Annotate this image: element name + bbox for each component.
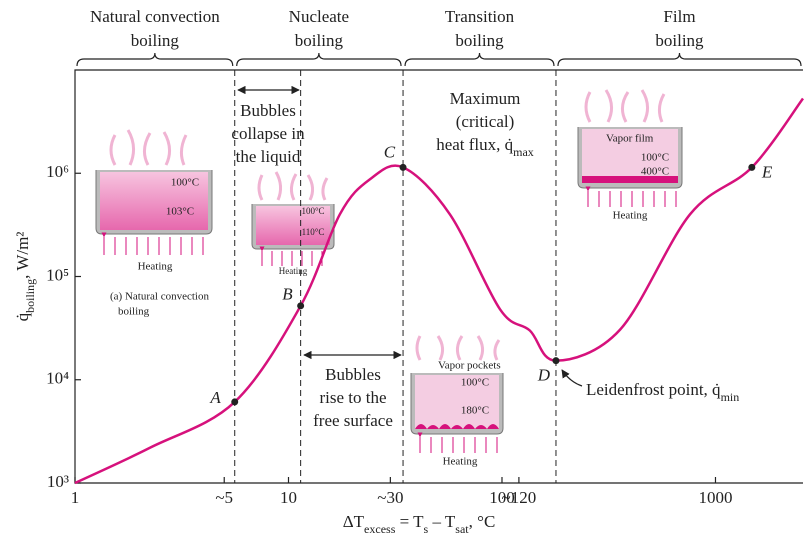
annotation-part: the liquid — [236, 147, 301, 166]
point — [748, 164, 755, 171]
region-label: boiling — [655, 31, 704, 50]
point — [552, 357, 559, 364]
inset-label: 110°C — [302, 227, 325, 237]
y-axis-label-part: , W/m² — [13, 232, 32, 279]
chart: 1~510~30100~120100010³10⁴10⁵10⁶ΔTexcess … — [0, 0, 804, 543]
leader — [562, 370, 582, 386]
inset-label: 103°C — [166, 206, 194, 218]
inset-label: 100°C — [301, 206, 324, 216]
y-tick-label: 10³ — [47, 472, 69, 491]
x-tick-label: 1000 — [698, 488, 732, 507]
inset-label: Vapor pockets — [438, 360, 501, 372]
annotation-part: Bubbles — [325, 365, 381, 384]
annotation-part: Bubbles — [240, 101, 296, 120]
brace — [77, 53, 233, 66]
annotation-part: Leidenfrost point, q̇ — [586, 380, 721, 399]
region-label: Transition — [445, 7, 515, 26]
inset-label: Heating — [279, 266, 308, 276]
annotation: heat flux, q̇max — [436, 135, 534, 159]
x-tick-label: ~5 — [215, 488, 233, 507]
x-axis-label-part: – T — [428, 512, 456, 531]
annotation: the liquid — [236, 147, 301, 166]
x-axis-label-sub: sat — [455, 522, 469, 536]
annotation: free surface — [313, 411, 393, 430]
inset-label: boiling — [118, 306, 150, 318]
pot — [96, 130, 212, 255]
brace — [405, 53, 554, 66]
point — [231, 398, 238, 405]
inset-label: 100°C — [461, 377, 489, 389]
annotation: (critical) — [456, 112, 515, 131]
inset-label: 400°C — [641, 166, 669, 178]
annotation-part: free surface — [313, 411, 393, 430]
x-tick-label: ~30 — [377, 488, 403, 507]
x-tick-label: 1 — [71, 488, 80, 507]
point — [400, 164, 407, 171]
region-label: Natural convection — [90, 7, 220, 26]
pot — [252, 172, 334, 266]
point-label: D — [537, 366, 551, 385]
x-axis-label-sub: excess — [364, 522, 396, 536]
inset-label: Heating — [138, 261, 173, 273]
inset-label: 100°C — [641, 152, 669, 164]
inset-label: 180°C — [461, 405, 489, 417]
x-axis-label-part: = T — [395, 512, 424, 531]
annotation: Leidenfrost point, q̇min — [586, 380, 739, 404]
annotation-part: (critical) — [456, 112, 515, 131]
brace — [237, 53, 401, 66]
point-label: B — [282, 285, 293, 304]
point-label: E — [761, 162, 773, 181]
inset-label: 100°C — [171, 177, 199, 189]
x-axis-label: ΔTexcess = Ts – Tsat, °C — [343, 512, 496, 536]
y-axis-label: q̇boiling, W/m² — [13, 232, 37, 322]
annotation: rise to the — [319, 388, 386, 407]
inset-label: Vapor film — [606, 133, 654, 145]
annotation-part: Maximum — [450, 89, 521, 108]
region-label: boiling — [455, 31, 504, 50]
annotation: Maximum — [450, 89, 521, 108]
annotation-part: collapse in — [231, 124, 305, 143]
annotation-part: rise to the — [319, 388, 386, 407]
point — [297, 302, 304, 309]
y-tick-label: 10⁵ — [46, 265, 69, 284]
point-label: A — [209, 388, 221, 407]
pot — [411, 336, 503, 453]
y-tick-label: 10⁶ — [46, 162, 69, 181]
region-label: boiling — [131, 31, 180, 50]
x-axis-label-part: , °C — [469, 512, 496, 531]
annotation: collapse in — [231, 124, 305, 143]
x-tick-label: ~120 — [502, 488, 537, 507]
pot — [578, 90, 682, 207]
brace — [558, 53, 801, 66]
annotation: Bubbles — [240, 101, 296, 120]
annotation-sub: min — [721, 390, 740, 404]
x-tick-label: 10 — [280, 488, 297, 507]
y-axis-label-sub: boiling — [23, 279, 37, 313]
region-label: Nucleate — [289, 7, 349, 26]
region-label: boiling — [295, 31, 344, 50]
region-label: Film — [663, 7, 695, 26]
annotation: Bubbles — [325, 365, 381, 384]
inset-label: Heating — [613, 210, 648, 222]
x-axis-label-part: ΔT — [343, 512, 365, 531]
inset-label: Heating — [443, 456, 478, 468]
annotation-part: heat flux, q̇ — [436, 135, 513, 154]
inset-label: (a) Natural convection — [110, 291, 209, 303]
y-tick-label: 10⁴ — [46, 369, 69, 388]
annotation-sub: max — [513, 145, 534, 159]
point-label: C — [384, 142, 396, 161]
